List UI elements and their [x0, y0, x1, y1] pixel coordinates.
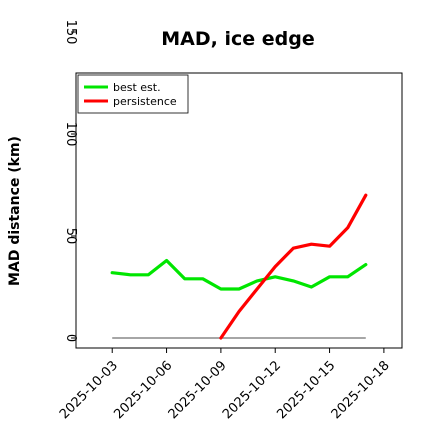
- y-axis-label: MAD distance (km): [7, 136, 23, 286]
- chart-title: MAD, ice edge: [161, 28, 314, 50]
- series-line-persistence: [219, 193, 368, 340]
- y-tick-label-0: 0: [63, 334, 78, 342]
- legend-box: [77, 74, 189, 114]
- y-tick-label-50: 50: [63, 228, 78, 245]
- x-axis: 2025-10-032025-10-062025-10-092025-10-12…: [57, 348, 393, 422]
- x-tick-label-2025-10-18: 2025-10-18: [329, 358, 393, 422]
- y-tick-label-100: 100: [63, 122, 78, 147]
- y-axis: 050100150200250: [63, 20, 78, 343]
- series-layer: [110, 193, 368, 340]
- y-tick-label-150: 150: [63, 20, 78, 45]
- legend-label-persistence: persistence: [113, 95, 177, 108]
- plot-frame: [75, 72, 403, 349]
- legend: best est. persistence: [77, 74, 189, 114]
- legend-label-best-est: best est.: [113, 81, 161, 94]
- series-line-best-est: [110, 258, 368, 291]
